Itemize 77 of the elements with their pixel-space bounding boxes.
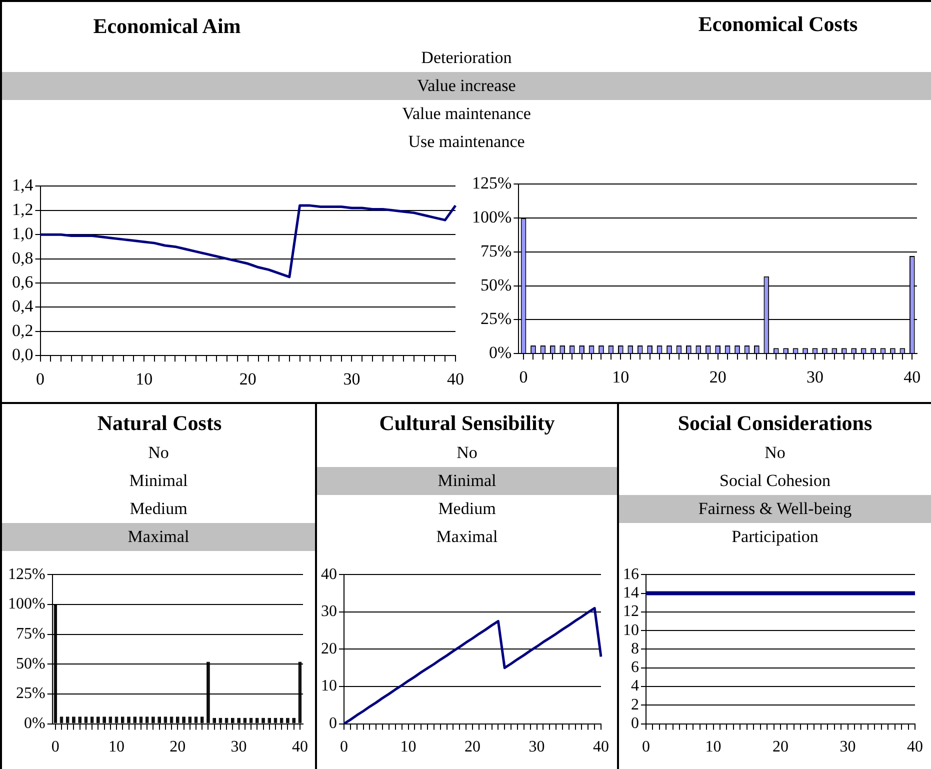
x-tick-label: 40 [447,369,464,388]
y-tick-label: 0,6 [12,272,34,292]
text: No [456,442,478,464]
x-tick-label: 10 [705,738,722,756]
y-tick-label: 6 [631,659,639,676]
y-tick-label: 8 [631,640,639,658]
x-tick-label: 30 [840,738,856,756]
y-tick-label: 10 [623,622,639,639]
y-tick-label: 2 [631,696,639,714]
x-tick-label: 40 [907,738,923,756]
y-tick-label: 12 [623,603,639,620]
y-tick-label: 0 [631,715,639,732]
text: No [147,442,170,464]
text: Deterioration [420,47,513,69]
y-tick-label: 40 [321,566,337,583]
y-tick-label: 4 [631,678,639,695]
y-tick-label: 50% [16,655,46,672]
x-tick-label: 30 [230,738,247,756]
text: Use maintenance [407,131,526,153]
chart-title: Economical Costs [697,12,859,37]
x-tick-label: 20 [170,738,186,756]
chart-title: Social Considerations [676,411,874,436]
text: Value maintenance [401,103,532,125]
x-tick-label: 10 [400,738,416,756]
text: Value increase [2,72,931,100]
chart-title: Natural Costs [96,411,223,436]
y-tick-label: 100% [472,208,512,227]
x-tick-label: 30 [806,367,824,386]
y-tick-label: 125% [472,174,512,193]
y-tick-label: 16 [623,566,639,583]
y-tick-label: 75% [16,625,46,642]
text: Minimal [128,470,189,492]
x-tick-label: 20 [239,369,256,388]
text: Fairness & Well-being [619,495,931,523]
x-tick-label: 40 [292,738,308,756]
y-tick-label: 50% [480,275,512,294]
text: Participation [730,526,820,548]
chart-title: Cultural Sensibility [378,411,556,436]
y-tick-label: 25% [480,309,512,328]
y-tick-label: 1,4 [12,176,34,195]
x-tick-label: 20 [709,367,726,386]
text: No [764,442,786,464]
y-tick-label: 10 [321,678,337,695]
x-tick-label: 0 [51,738,60,756]
y-tick-label: 30 [321,603,337,620]
text: Maximal [2,523,315,551]
y-tick-label: 0% [488,343,512,362]
text: Social Cohesion [718,470,832,492]
y-tick-label: 20 [321,640,337,658]
x-tick-label: 40 [593,738,609,756]
y-tick-label: 0,0 [12,345,34,364]
y-tick-label: 100% [8,596,46,613]
x-tick-label: 30 [528,738,545,756]
y-tick-label: 0,2 [12,320,34,340]
text: Medium [437,498,497,520]
y-tick-label: 0,8 [12,248,34,268]
text: Medium [128,498,188,520]
x-tick-label: 30 [343,369,360,388]
y-tick-label: 0 [329,715,337,732]
x-tick-label: 40 [904,367,921,386]
x-tick-label: 10 [136,369,153,388]
x-tick-label: 0 [642,738,650,756]
y-tick-label: 1,2 [12,200,34,219]
y-tick-label: 0% [24,715,46,732]
text: Minimal [317,467,617,495]
y-tick-label: 25% [16,685,46,702]
x-tick-label: 0 [519,367,528,386]
y-tick-label: 125% [8,566,46,583]
text: Maximal [435,526,499,548]
y-tick-label: 1,0 [12,224,34,244]
y-tick-label: 14 [623,584,639,602]
y-tick-label: 75% [480,241,512,260]
x-tick-label: 20 [772,738,788,756]
chart-title: Economical Aim [92,14,242,39]
y-tick-label: 0,4 [12,296,34,316]
x-tick-label: 0 [340,738,348,756]
x-tick-label: 10 [108,738,125,756]
